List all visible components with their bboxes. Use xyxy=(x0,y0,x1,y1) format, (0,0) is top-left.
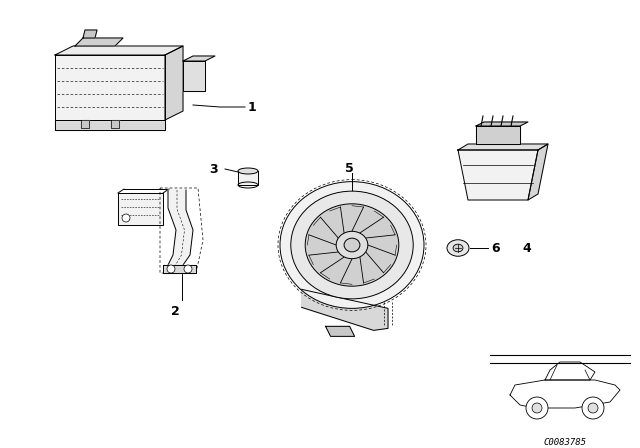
Polygon shape xyxy=(238,171,258,185)
Ellipse shape xyxy=(336,231,368,258)
Polygon shape xyxy=(163,265,196,273)
Ellipse shape xyxy=(238,168,258,174)
Text: 3: 3 xyxy=(209,163,218,176)
Circle shape xyxy=(526,397,548,419)
Polygon shape xyxy=(168,190,193,265)
Ellipse shape xyxy=(344,238,360,252)
Polygon shape xyxy=(165,46,183,120)
Ellipse shape xyxy=(280,181,424,308)
Text: 5: 5 xyxy=(344,161,353,175)
Polygon shape xyxy=(301,289,388,330)
Circle shape xyxy=(167,265,175,273)
Polygon shape xyxy=(528,144,548,200)
Polygon shape xyxy=(55,46,183,55)
Circle shape xyxy=(532,403,542,413)
Polygon shape xyxy=(458,144,548,150)
Ellipse shape xyxy=(453,244,463,252)
Text: 4: 4 xyxy=(522,241,531,254)
Text: 1: 1 xyxy=(248,100,257,113)
Ellipse shape xyxy=(238,182,258,188)
Polygon shape xyxy=(55,120,165,130)
Circle shape xyxy=(582,397,604,419)
Circle shape xyxy=(122,214,130,222)
Polygon shape xyxy=(111,120,119,128)
Polygon shape xyxy=(458,150,538,200)
Ellipse shape xyxy=(291,191,413,299)
Circle shape xyxy=(588,403,598,413)
Polygon shape xyxy=(476,122,528,126)
Ellipse shape xyxy=(447,240,469,256)
Text: C0083785: C0083785 xyxy=(543,438,586,447)
Polygon shape xyxy=(81,120,89,128)
Polygon shape xyxy=(83,30,97,38)
Polygon shape xyxy=(118,193,163,225)
Polygon shape xyxy=(75,38,123,46)
Polygon shape xyxy=(476,126,520,144)
Polygon shape xyxy=(183,61,205,91)
Text: 2: 2 xyxy=(171,305,179,318)
Polygon shape xyxy=(55,55,165,120)
Polygon shape xyxy=(183,56,215,61)
Text: 6: 6 xyxy=(491,241,500,254)
Ellipse shape xyxy=(305,204,399,286)
Circle shape xyxy=(184,265,192,273)
Polygon shape xyxy=(326,326,355,336)
